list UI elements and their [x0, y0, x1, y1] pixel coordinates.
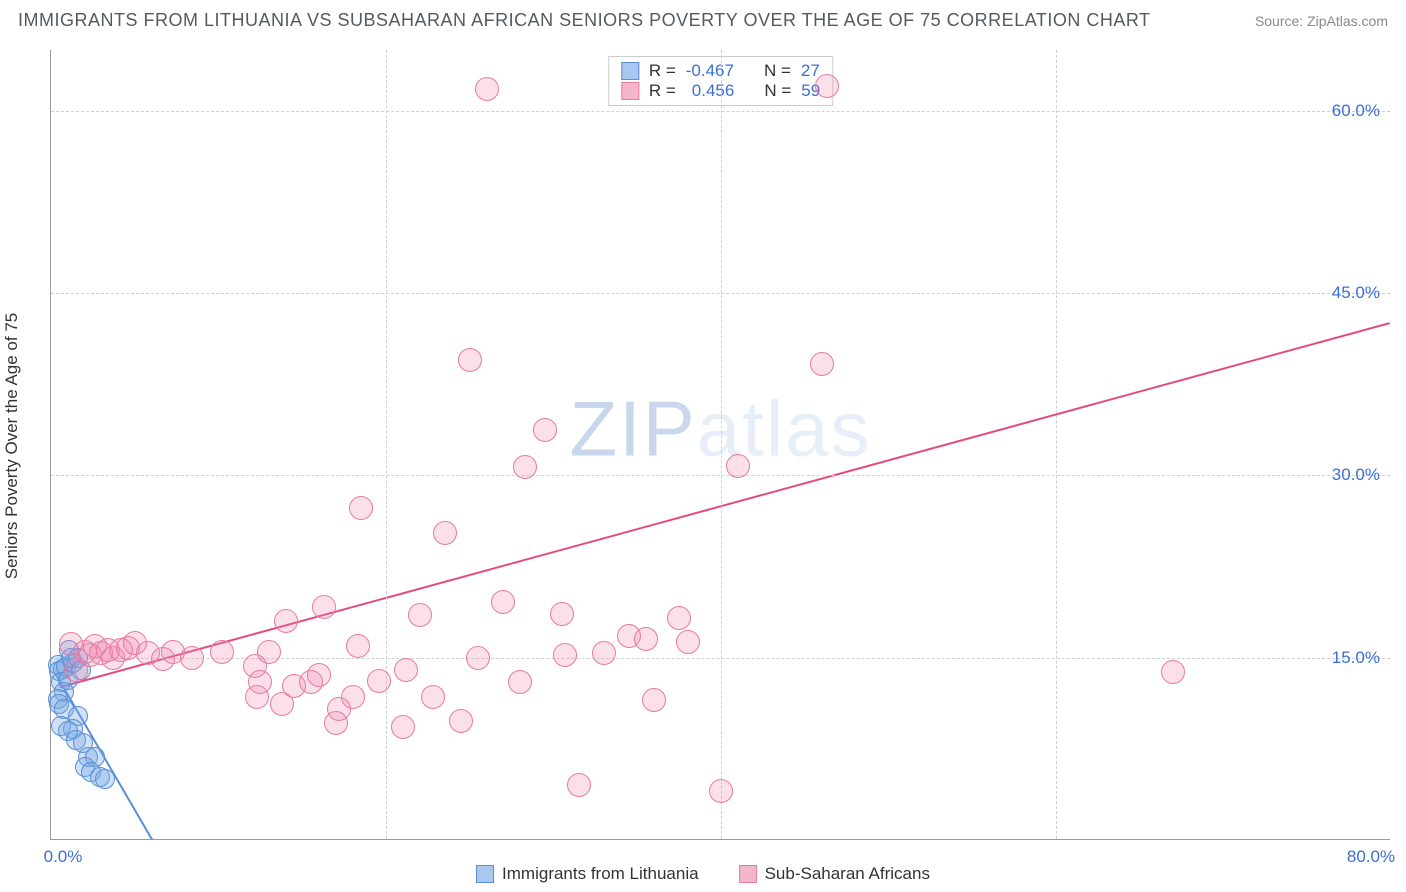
r-value-blue: -0.467: [686, 61, 734, 81]
scatter-point-pink: [307, 663, 331, 687]
gridline-v: [386, 50, 387, 839]
scatter-point-pink: [567, 773, 591, 797]
scatter-point-pink: [408, 603, 432, 627]
scatter-plot: ZIPatlas R = -0.467 N = 27 R = 0.456 N =…: [50, 50, 1390, 840]
scatter-point-pink: [726, 454, 750, 478]
n-label: N =: [764, 81, 791, 101]
y-tick-label: 45.0%: [1332, 283, 1380, 303]
scatter-point-pink: [433, 521, 457, 545]
scatter-point-pink: [248, 670, 272, 694]
scatter-point-pink: [341, 685, 365, 709]
gridline-v: [1056, 50, 1057, 839]
swatch-pink: [621, 82, 639, 100]
scatter-point-pink: [180, 646, 204, 670]
scatter-point-pink: [709, 779, 733, 803]
scatter-point-pink: [257, 640, 281, 664]
scatter-point-pink: [421, 685, 445, 709]
n-label: N =: [764, 61, 791, 81]
scatter-point-pink: [810, 352, 834, 376]
source-label: Source: ZipAtlas.com: [1255, 13, 1388, 29]
scatter-point-pink: [449, 709, 473, 733]
legend-label-blue: Immigrants from Lithuania: [502, 864, 699, 884]
scatter-point-pink: [676, 630, 700, 654]
r-label: R =: [649, 61, 676, 81]
x-tick-label: 0.0%: [44, 847, 83, 867]
y-tick-label: 30.0%: [1332, 465, 1380, 485]
r-label: R =: [649, 81, 676, 101]
y-axis-label: Seniors Poverty Over the Age of 75: [2, 313, 22, 579]
legend-item-blue: Immigrants from Lithuania: [476, 864, 699, 884]
scatter-point-pink: [667, 606, 691, 630]
legend-label-pink: Sub-Saharan Africans: [765, 864, 930, 884]
scatter-point-pink: [513, 455, 537, 479]
legend: Immigrants from Lithuania Sub-Saharan Af…: [476, 864, 930, 884]
chart-title: IMMIGRANTS FROM LITHUANIA VS SUBSAHARAN …: [18, 10, 1151, 31]
y-tick-label: 15.0%: [1332, 648, 1380, 668]
swatch-pink: [739, 865, 757, 883]
scatter-point-pink: [367, 669, 391, 693]
gridline-v: [721, 50, 722, 839]
swatch-blue: [476, 865, 494, 883]
swatch-blue: [621, 62, 639, 80]
scatter-point-blue: [95, 769, 115, 789]
scatter-point-pink: [592, 641, 616, 665]
scatter-point-pink: [553, 643, 577, 667]
x-tick-label: 80.0%: [1347, 847, 1395, 867]
scatter-point-pink: [274, 609, 298, 633]
scatter-point-pink: [533, 418, 557, 442]
scatter-point-pink: [491, 590, 515, 614]
scatter-point-pink: [312, 595, 336, 619]
r-value-pink: 0.456: [686, 81, 735, 101]
scatter-point-pink: [815, 74, 839, 98]
scatter-point-pink: [550, 602, 574, 626]
scatter-point-pink: [391, 715, 415, 739]
scatter-point-pink: [634, 627, 658, 651]
scatter-point-pink: [466, 646, 490, 670]
scatter-point-pink: [1161, 660, 1185, 684]
scatter-point-pink: [458, 348, 482, 372]
legend-item-pink: Sub-Saharan Africans: [739, 864, 930, 884]
scatter-point-pink: [508, 670, 532, 694]
scatter-point-pink: [394, 658, 418, 682]
scatter-point-pink: [642, 688, 666, 712]
y-tick-label: 60.0%: [1332, 101, 1380, 121]
scatter-point-pink: [346, 634, 370, 658]
scatter-point-pink: [349, 496, 373, 520]
scatter-point-pink: [210, 640, 234, 664]
scatter-point-pink: [475, 77, 499, 101]
